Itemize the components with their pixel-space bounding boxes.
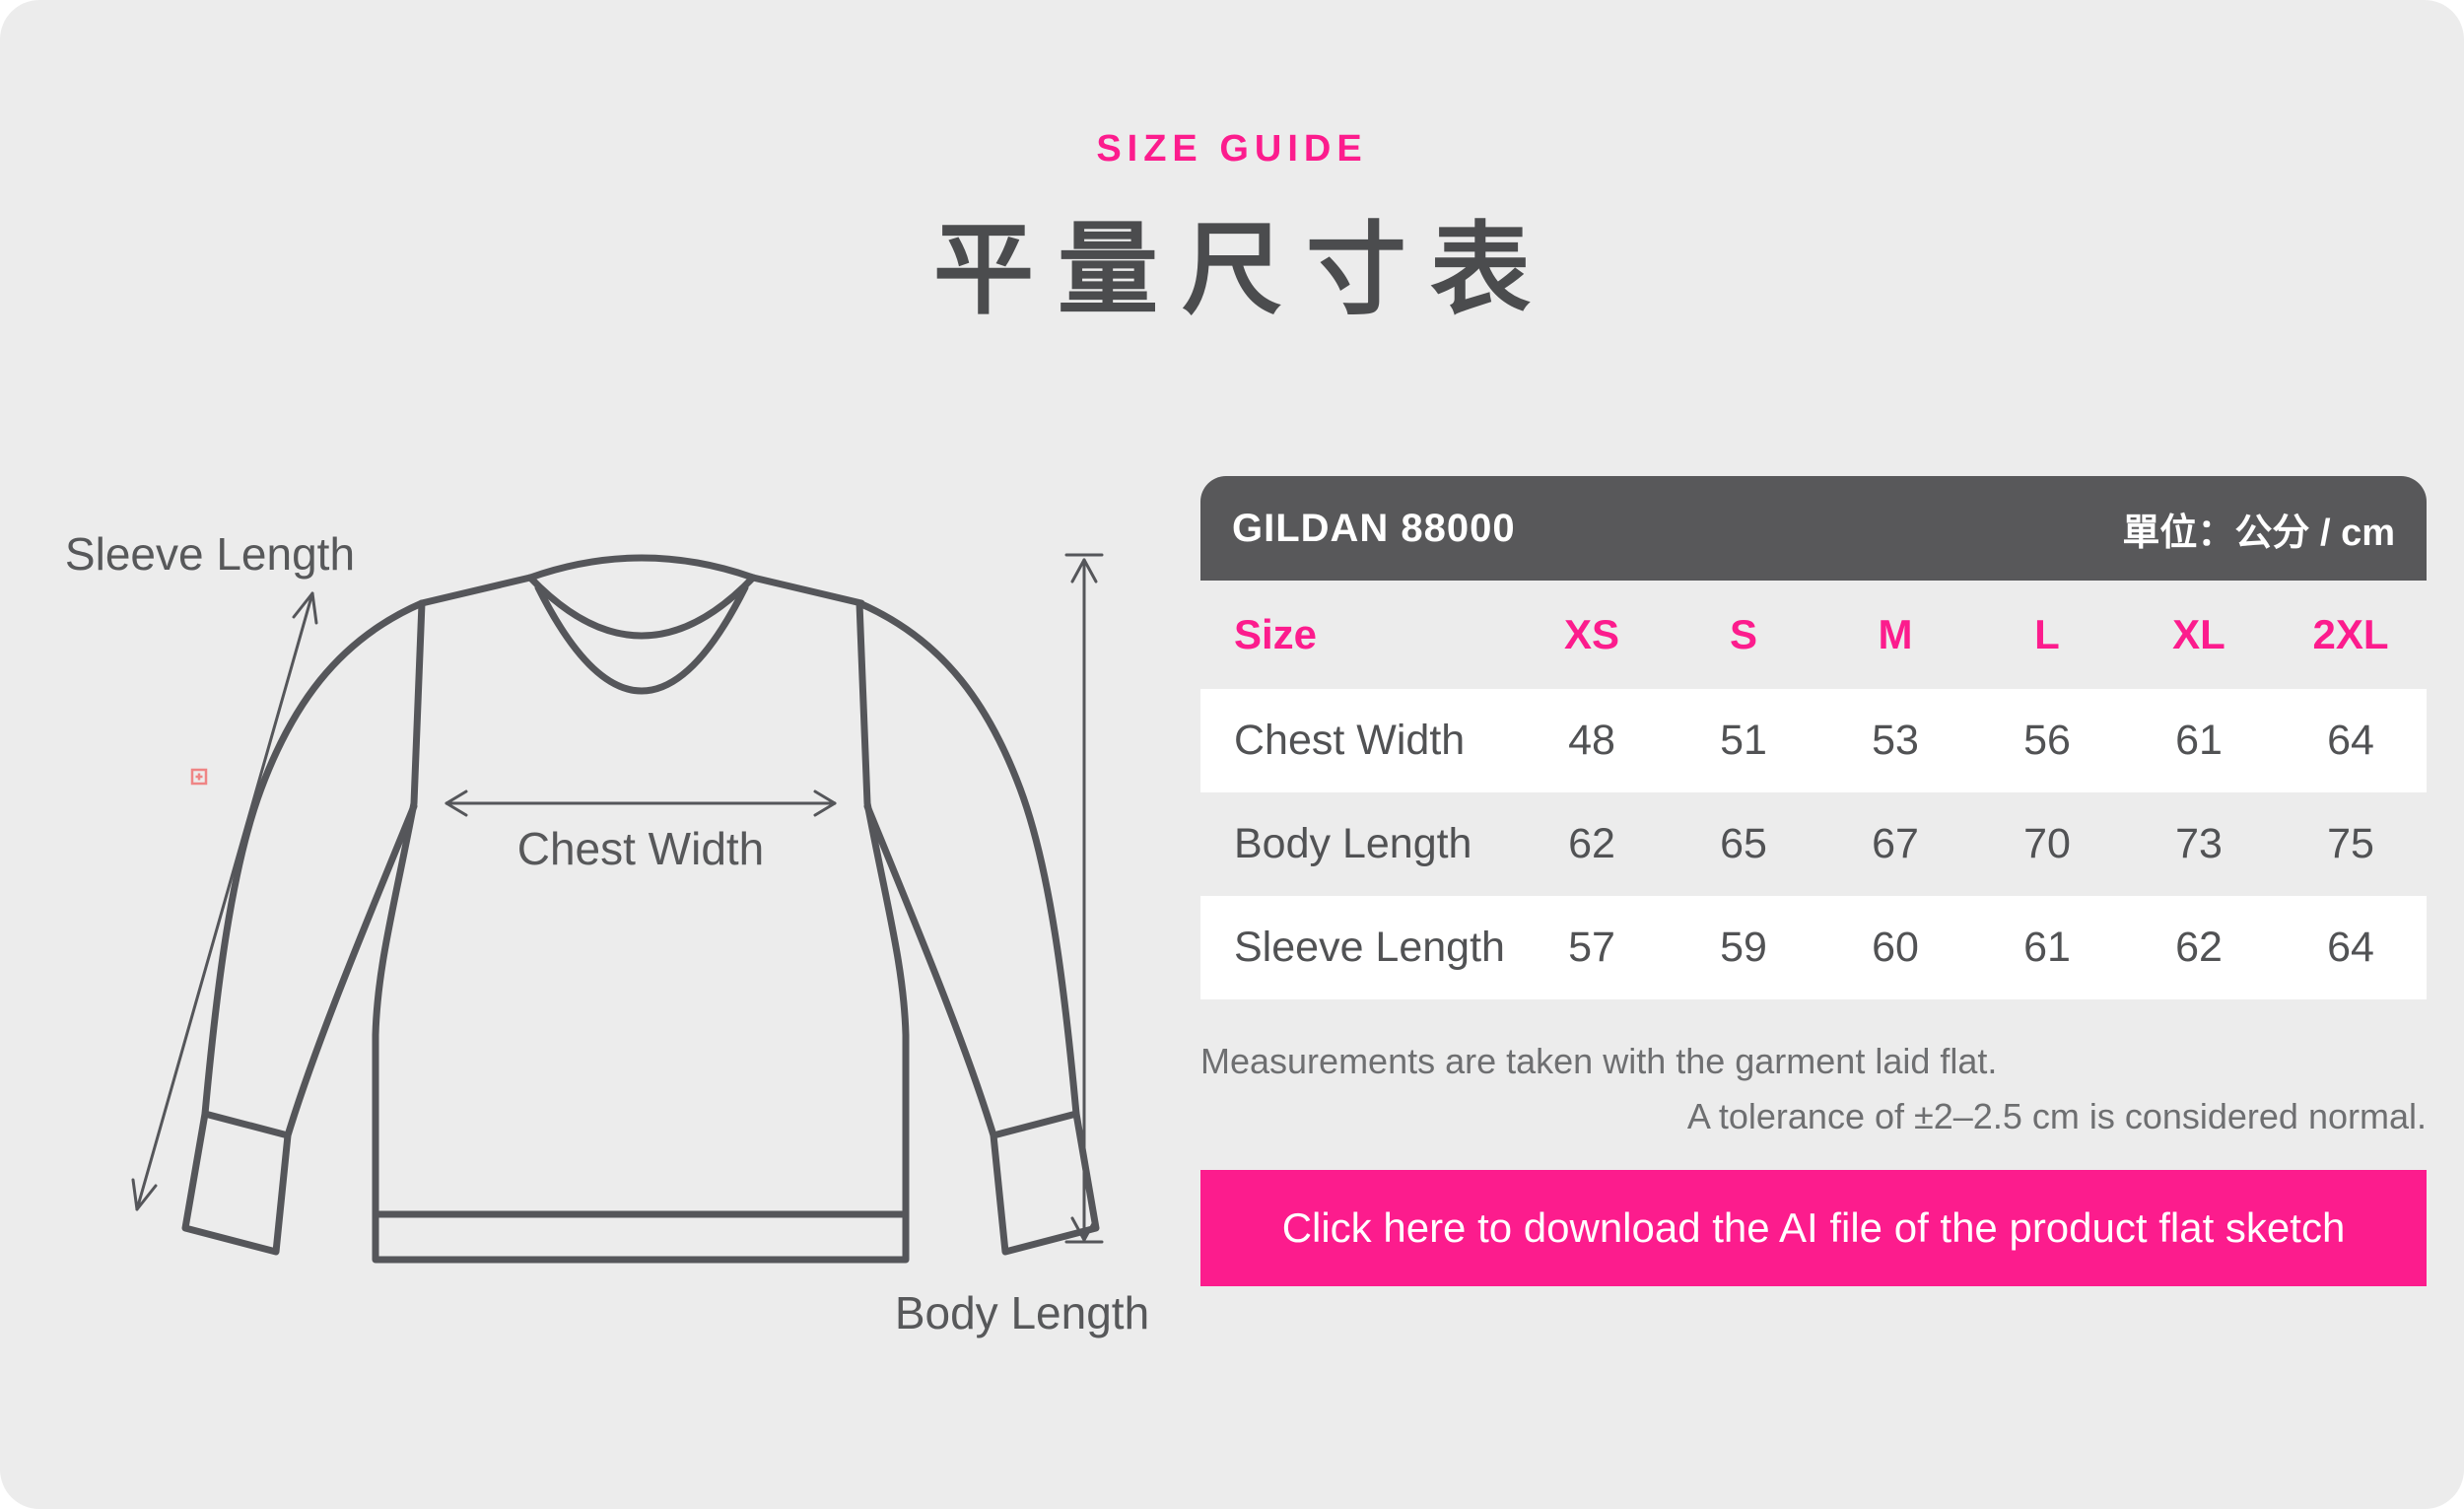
cell-value: 57 xyxy=(1568,924,1615,971)
size-col-xl: XL xyxy=(2172,611,2225,657)
chest-width-label: Chest Width xyxy=(517,823,765,874)
cell-value: 56 xyxy=(2023,717,2071,764)
dimension-arrows xyxy=(131,553,1104,1244)
unit-label: 單位：公分 / cm xyxy=(2122,512,2395,554)
row-label: Chest Width xyxy=(1234,717,1466,764)
size-header-row: Size XS S M L XL 2XL xyxy=(1200,581,2427,689)
cell-value: 70 xyxy=(2023,820,2071,867)
cell-value: 53 xyxy=(1872,717,1919,764)
product-name: GILDAN 88000 xyxy=(1232,506,1516,550)
table-row-chest-width: Chest Width 48 51 53 56 61 64 xyxy=(1200,689,2427,792)
cell-value: 73 xyxy=(2175,820,2223,867)
table-row-sleeve-length: Sleeve Length 57 59 60 61 62 64 xyxy=(1200,896,2427,999)
cell-value: 61 xyxy=(2175,717,2223,764)
cell-value: 59 xyxy=(1720,924,1767,971)
size-guide-label: SIZE GUIDE xyxy=(1096,128,1368,170)
table-row-body-length: Body Length 62 65 67 70 73 75 xyxy=(1200,792,2427,896)
cell-value: 60 xyxy=(1872,924,1919,971)
sleeve-length-label: Sleeve Length xyxy=(65,528,355,580)
size-table: GILDAN 88000 單位：公分 / cm Size XS S M L XL… xyxy=(1200,476,2427,999)
size-col-l: L xyxy=(2034,611,2060,657)
body-length-label: Body Length xyxy=(895,1287,1149,1338)
size-row-label: Size xyxy=(1234,611,1318,657)
cell-value: 62 xyxy=(1568,820,1615,867)
plus-marker-icon xyxy=(190,768,208,786)
cell-value: 61 xyxy=(2023,924,2071,971)
size-col-s: S xyxy=(1729,611,1757,657)
page-title: 平量尺寸表 xyxy=(933,214,1554,326)
garment-flat-sketch: Sleeve Length Chest Width Body Length xyxy=(65,528,1149,1338)
cell-value: 51 xyxy=(1720,717,1767,764)
cell-value: 75 xyxy=(2327,820,2374,867)
download-ai-file-button[interactable]: Click here to download the AI file of th… xyxy=(1200,1170,2427,1286)
cell-value: 48 xyxy=(1568,717,1615,764)
cell-value: 62 xyxy=(2175,924,2223,971)
cell-value: 64 xyxy=(2327,717,2374,764)
size-col-2xl: 2XL xyxy=(2312,611,2389,657)
size-table-header: GILDAN 88000 單位：公分 / cm xyxy=(1200,476,2427,581)
cell-value: 67 xyxy=(1872,820,1919,867)
note-measurement: Measurements are taken with the garment … xyxy=(1200,1041,1998,1081)
shirt-outline xyxy=(181,554,1100,1264)
note-tolerance: A tolerance of ±2–2.5 cm is considered n… xyxy=(1686,1096,2427,1136)
size-col-m: M xyxy=(1878,611,1913,657)
cell-value: 64 xyxy=(2327,924,2374,971)
cell-value: 65 xyxy=(1720,820,1767,867)
row-label: Body Length xyxy=(1234,820,1472,867)
size-col-xs: XS xyxy=(1563,611,1620,657)
row-label: Sleeve Length xyxy=(1234,924,1505,971)
